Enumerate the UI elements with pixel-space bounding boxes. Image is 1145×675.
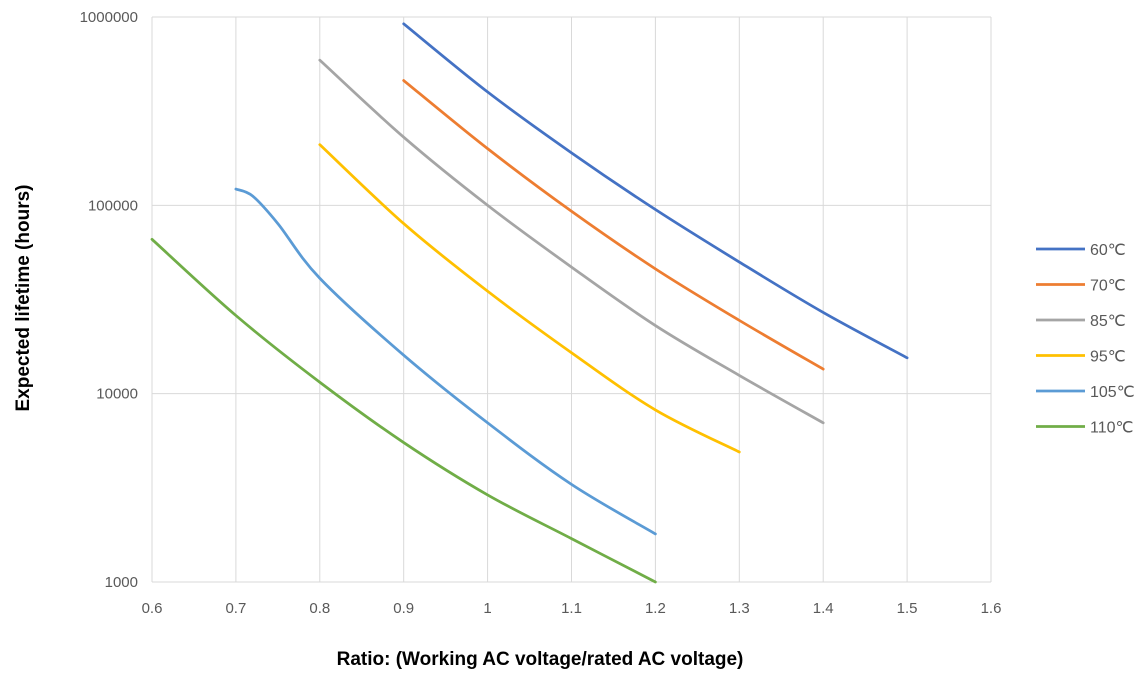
legend-label: 60℃ <box>1090 242 1126 259</box>
y-tick-label: 100000 <box>88 197 138 214</box>
y-tick-label: 10000 <box>96 386 138 403</box>
series-line-4 <box>318 143 741 454</box>
x-tick-label: 1.5 <box>897 600 918 617</box>
legend-label: 95℃ <box>1090 349 1126 366</box>
tick-labels: 0.6 0.7 0.8 0.9 1 1.1 1.2 1.3 1.4 1.5 1.6 1000 10000… <box>80 9 1002 617</box>
legend: 60℃ 70℃ 85℃ 95℃ 105℃ 110℃ <box>1036 242 1135 437</box>
x-tick-label: 1.2 <box>645 600 666 617</box>
x-tick-label: 1.3 <box>729 600 750 617</box>
series-line-3 <box>318 58 825 425</box>
x-tick-label: 1.4 <box>813 600 834 617</box>
series-lines <box>150 22 909 584</box>
y-tick-label: 1000 <box>105 574 138 591</box>
legend-label: 110℃ <box>1090 420 1133 437</box>
series-line-1 <box>402 22 909 360</box>
x-tick-label: 1.1 <box>561 600 582 617</box>
x-tick-label: 1 <box>483 600 491 617</box>
legend-label: 70℃ <box>1090 278 1126 295</box>
grid <box>151 16 992 583</box>
series-line-2 <box>402 79 825 371</box>
series-line-5 <box>234 187 657 536</box>
x-tick-label: 0.8 <box>309 600 330 617</box>
legend-label: 105℃ <box>1090 384 1135 401</box>
x-tick-label: 0.6 <box>142 600 163 617</box>
y-tick-label: 1000000 <box>80 9 138 26</box>
x-tick-label: 0.7 <box>225 600 246 617</box>
y-axis-title: Expected lifetime (hours) <box>13 185 34 412</box>
legend-label: 85℃ <box>1090 313 1126 330</box>
x-tick-label: 0.9 <box>393 600 414 617</box>
series-line-6 <box>150 237 657 584</box>
x-axis-title: Ratio: (Working AC voltage/rated AC volt… <box>337 649 744 670</box>
x-tick-label: 1.6 <box>981 600 1002 617</box>
